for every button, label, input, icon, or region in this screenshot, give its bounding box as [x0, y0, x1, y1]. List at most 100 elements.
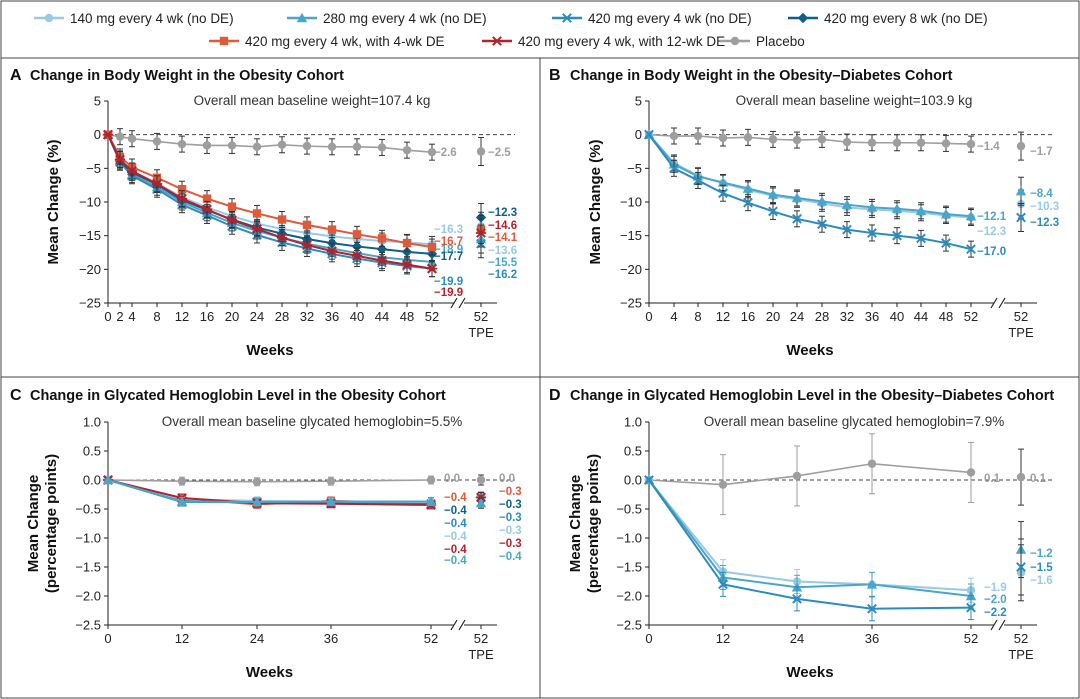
x-tick-label-tpe: TPE	[468, 325, 494, 340]
x-tick-label: 2	[116, 309, 123, 324]
legend-swatch-marker	[562, 13, 572, 23]
data-point	[152, 137, 162, 146]
x-tick-label: 32	[300, 309, 314, 324]
tpe-point	[1016, 131, 1026, 161]
series-placebo: −2.6 −2.5	[103, 128, 511, 166]
series-420-mg-every-4-wk-no-de: −2.2 −1.5	[644, 475, 1053, 622]
tpe-value-label: −0.3	[499, 512, 522, 524]
x-tick-label: 0	[645, 631, 652, 646]
series-420-mg-every-4-wk-with-12-wk-de: −19.9 −14.6	[102, 129, 517, 299]
tpe-value-label: −14.1	[488, 232, 518, 244]
legend-swatch-marker	[296, 12, 308, 23]
axis-break-mark-a	[990, 297, 998, 309]
tpe-value-label: −14.6	[488, 220, 517, 232]
data-point	[966, 468, 976, 477]
data-point	[693, 131, 703, 141]
y-tick-label: 0.5	[624, 444, 642, 459]
tpe-value-label: −12.3	[1030, 217, 1059, 229]
y-tick-label: −1.5	[75, 560, 101, 575]
data-point	[941, 139, 951, 148]
x-tick-label: 8	[694, 309, 701, 324]
axis-break-mark-b	[458, 297, 466, 309]
tpe-marker	[1015, 186, 1027, 196]
tpe-value-label: −8.4	[1030, 188, 1053, 200]
x-tick-label: 24	[790, 631, 804, 646]
data-point	[202, 194, 212, 203]
x-tick-label-tpe-week: 52	[1014, 309, 1028, 324]
tpe-value-label: −0.3	[499, 486, 522, 498]
legend-label: Placebo	[756, 34, 805, 49]
data-point	[226, 215, 238, 226]
end-value-label: −2.0	[984, 594, 1007, 606]
data-point	[427, 147, 437, 157]
tpe-marker	[476, 475, 486, 485]
legend-label: 420 mg every 4 wk (no DE)	[588, 11, 752, 26]
data-point	[401, 259, 413, 270]
tpe-value-label: −0.3	[499, 525, 522, 537]
tpe-marker	[475, 228, 487, 238]
data-point	[252, 209, 262, 218]
data-point	[966, 139, 976, 149]
x-tick-label: 0	[104, 309, 111, 324]
legend-swatch-marker	[491, 36, 503, 46]
x-tick-label-tpe: TPE	[468, 647, 494, 662]
series-line	[648, 462, 972, 486]
series-line	[648, 134, 972, 251]
data-point	[891, 203, 903, 213]
x-tick-label: 48	[400, 309, 414, 324]
data-point	[867, 603, 877, 614]
x-tick-label: 12	[716, 631, 730, 646]
data-point	[916, 233, 926, 244]
end-value-label: −0.4	[444, 531, 467, 543]
end-value-label: −19.9	[434, 276, 463, 288]
data-point	[251, 224, 263, 234]
data-point	[426, 475, 436, 485]
y-tick-label: −10	[79, 195, 101, 210]
data-point	[176, 496, 188, 506]
y-tick-label: 5	[94, 94, 101, 109]
end-value-label: −17.0	[977, 246, 1006, 258]
data-point-stroke-b	[916, 233, 926, 244]
y-axis-title-unit: (percentage points)	[43, 454, 60, 593]
data-point	[717, 177, 729, 187]
tpe-value-label: −1.5	[1030, 562, 1053, 574]
data-point	[792, 471, 802, 481]
x-tick-label: 36	[324, 631, 338, 646]
tpe-marker-stroke-b	[1016, 212, 1026, 223]
end-value-label: −17.7	[434, 251, 463, 263]
series-line	[648, 479, 972, 592]
legend-swatch-marker	[219, 36, 229, 46]
panel-subtitle: Overall mean baseline glycated hemoglobi…	[162, 414, 463, 429]
data-point	[114, 154, 126, 165]
end-value-label: −19.9	[434, 287, 463, 299]
data-point	[327, 225, 337, 234]
tpe-value-label: −1.7	[1030, 146, 1053, 158]
data-point-stroke-b	[718, 579, 728, 590]
data-point	[867, 138, 877, 147]
data-point	[326, 246, 338, 257]
data-point	[965, 210, 977, 221]
data-point-stroke-b	[768, 206, 778, 217]
series-280-mg-every-4-wk-no-de: −0.4 −0.4	[102, 474, 522, 567]
data-point	[201, 204, 213, 215]
data-point	[669, 163, 679, 174]
x-tick-label: 36	[325, 309, 339, 324]
panel-title: Change in Body Weight in the Obesity–Dia…	[570, 68, 953, 84]
x-tick-label: 0	[104, 631, 111, 646]
data-point	[718, 188, 728, 199]
panel-title: Change in Glycated Hemoglobin Level in t…	[570, 388, 1054, 404]
data-point	[351, 250, 363, 261]
panel-d: D Change in Glycated Hemoglobin Level in …	[549, 387, 1055, 681]
tpe-point	[1016, 538, 1026, 596]
data-point	[866, 202, 878, 212]
data-point	[842, 137, 852, 147]
data-point	[892, 138, 902, 147]
x-tick-label: 4	[670, 309, 677, 324]
y-tick-label: 0	[635, 127, 642, 142]
y-tick-label: −1.0	[75, 531, 101, 546]
data-point	[742, 183, 754, 193]
data-point	[743, 197, 753, 208]
y-tick-label: −1.0	[616, 531, 642, 546]
end-value-label: −0.4	[444, 492, 467, 504]
data-point	[941, 238, 951, 248]
